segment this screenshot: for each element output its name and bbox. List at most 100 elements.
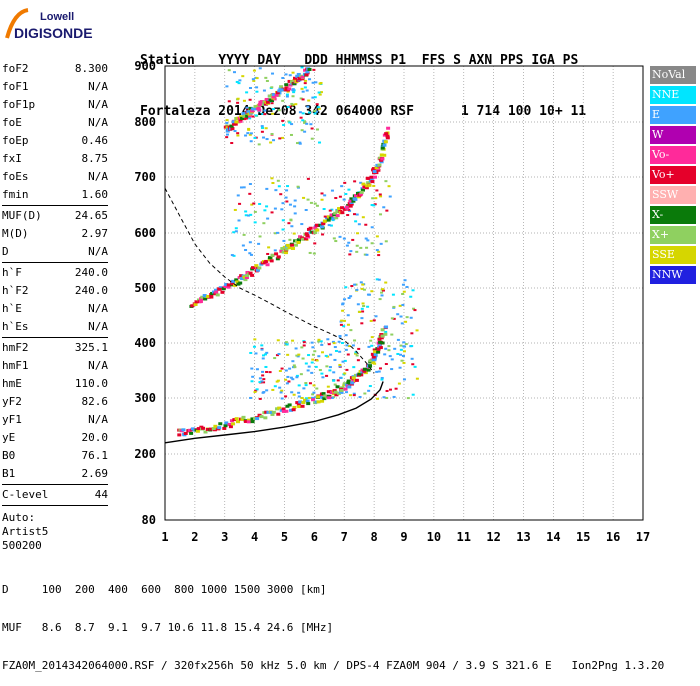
- echo-point: [364, 186, 369, 190]
- echo-point: [198, 300, 203, 304]
- echo-point: [222, 426, 227, 430]
- echo-point: [357, 347, 361, 350]
- echo-point: [380, 376, 384, 379]
- echo-point: [392, 395, 396, 398]
- echo-point: [411, 289, 415, 292]
- param-value: 76.1: [81, 449, 109, 462]
- echo-point: [311, 96, 315, 99]
- echo-point: [288, 105, 292, 108]
- echo-point: [241, 244, 245, 247]
- echo-point: [254, 114, 258, 117]
- param-value: N/A: [88, 170, 108, 183]
- echo-point: [254, 389, 258, 392]
- echo-point: [384, 330, 388, 333]
- echo-point: [342, 298, 346, 301]
- echo-point: [390, 368, 394, 371]
- echo-point: [357, 223, 361, 226]
- x-tick-label: 12: [486, 530, 500, 544]
- echo-point: [236, 194, 240, 197]
- legend-item: NoVal: [650, 66, 696, 84]
- echo-point: [321, 392, 326, 396]
- echo-point: [313, 202, 317, 205]
- echo-point: [301, 119, 305, 122]
- echo-point: [403, 279, 407, 282]
- echo-point: [249, 253, 253, 256]
- echo-point: [326, 385, 330, 388]
- echo-point: [413, 365, 417, 368]
- param-label: fmin: [2, 188, 29, 201]
- dashed-profile-line: [164, 187, 375, 374]
- echo-point: [399, 344, 403, 347]
- echo-point: [249, 396, 253, 399]
- footer-distance-line: D 100 200 400 600 800 1000 1500 3000 [km…: [2, 583, 327, 596]
- echo-point: [250, 203, 254, 206]
- echo-point: [231, 279, 236, 283]
- echo-point: [351, 238, 355, 241]
- echo-point: [280, 397, 284, 400]
- echo-point: [226, 127, 231, 131]
- echo-point: [258, 381, 262, 384]
- echo-point: [370, 204, 374, 207]
- echo-point: [315, 228, 320, 232]
- echo-point: [183, 431, 188, 435]
- echo-point: [213, 292, 218, 296]
- echo-point: [342, 325, 346, 328]
- echo-point: [330, 189, 334, 192]
- echo-point: [334, 197, 338, 200]
- param-label: M(D): [2, 227, 29, 240]
- echo-point: [342, 198, 346, 201]
- echo-point: [300, 346, 304, 349]
- echo-point: [273, 357, 277, 360]
- echo-point: [272, 139, 276, 142]
- echo-point: [256, 106, 261, 110]
- echo-point: [295, 376, 299, 379]
- echo-point: [313, 242, 317, 245]
- echo-point: [288, 203, 292, 206]
- echo-point: [296, 403, 301, 407]
- echo-point: [328, 366, 332, 369]
- echo-clusters: [225, 66, 419, 400]
- auto-artist: Artist5: [2, 525, 49, 538]
- echo-point: [376, 397, 380, 400]
- echo-point: [290, 243, 295, 247]
- echo-point: [380, 328, 385, 332]
- echo-point: [356, 303, 360, 306]
- echo-point: [260, 348, 264, 351]
- param-row: yF2 82.6: [2, 393, 108, 411]
- echo-point: [366, 181, 371, 185]
- echo-point: [371, 355, 376, 359]
- echo-point: [285, 404, 290, 408]
- echo-point: [259, 415, 264, 419]
- echo-point: [345, 205, 350, 209]
- echo-point: [262, 261, 267, 265]
- echo-point: [230, 142, 234, 145]
- echo-point: [208, 427, 213, 431]
- echo-point: [355, 213, 359, 216]
- echo-point: [225, 121, 229, 124]
- echo-point: [373, 203, 377, 206]
- echo-point: [271, 181, 275, 184]
- echo-point: [303, 130, 307, 133]
- echo-point: [362, 288, 366, 291]
- echo-point: [341, 309, 345, 312]
- echo-point: [255, 86, 259, 89]
- param-label: yF2: [2, 395, 22, 408]
- echo-point: [378, 298, 382, 301]
- param-row: C-level 44: [2, 486, 108, 504]
- echo-point: [335, 214, 340, 218]
- echo-point: [303, 398, 308, 402]
- param-label: foF1p: [2, 98, 36, 111]
- echo-point: [297, 353, 301, 356]
- echo-point: [370, 242, 374, 245]
- echo-point: [276, 412, 281, 416]
- echo-point: [415, 377, 419, 380]
- echo-point: [284, 251, 289, 255]
- params-separator: [2, 205, 108, 206]
- param-value: N/A: [88, 320, 108, 333]
- echo-point: [372, 170, 377, 174]
- echo-point: [228, 425, 233, 429]
- echo-point: [319, 225, 324, 229]
- echo-point: [233, 130, 237, 133]
- echo-point: [264, 127, 268, 130]
- echo-point: [248, 133, 252, 136]
